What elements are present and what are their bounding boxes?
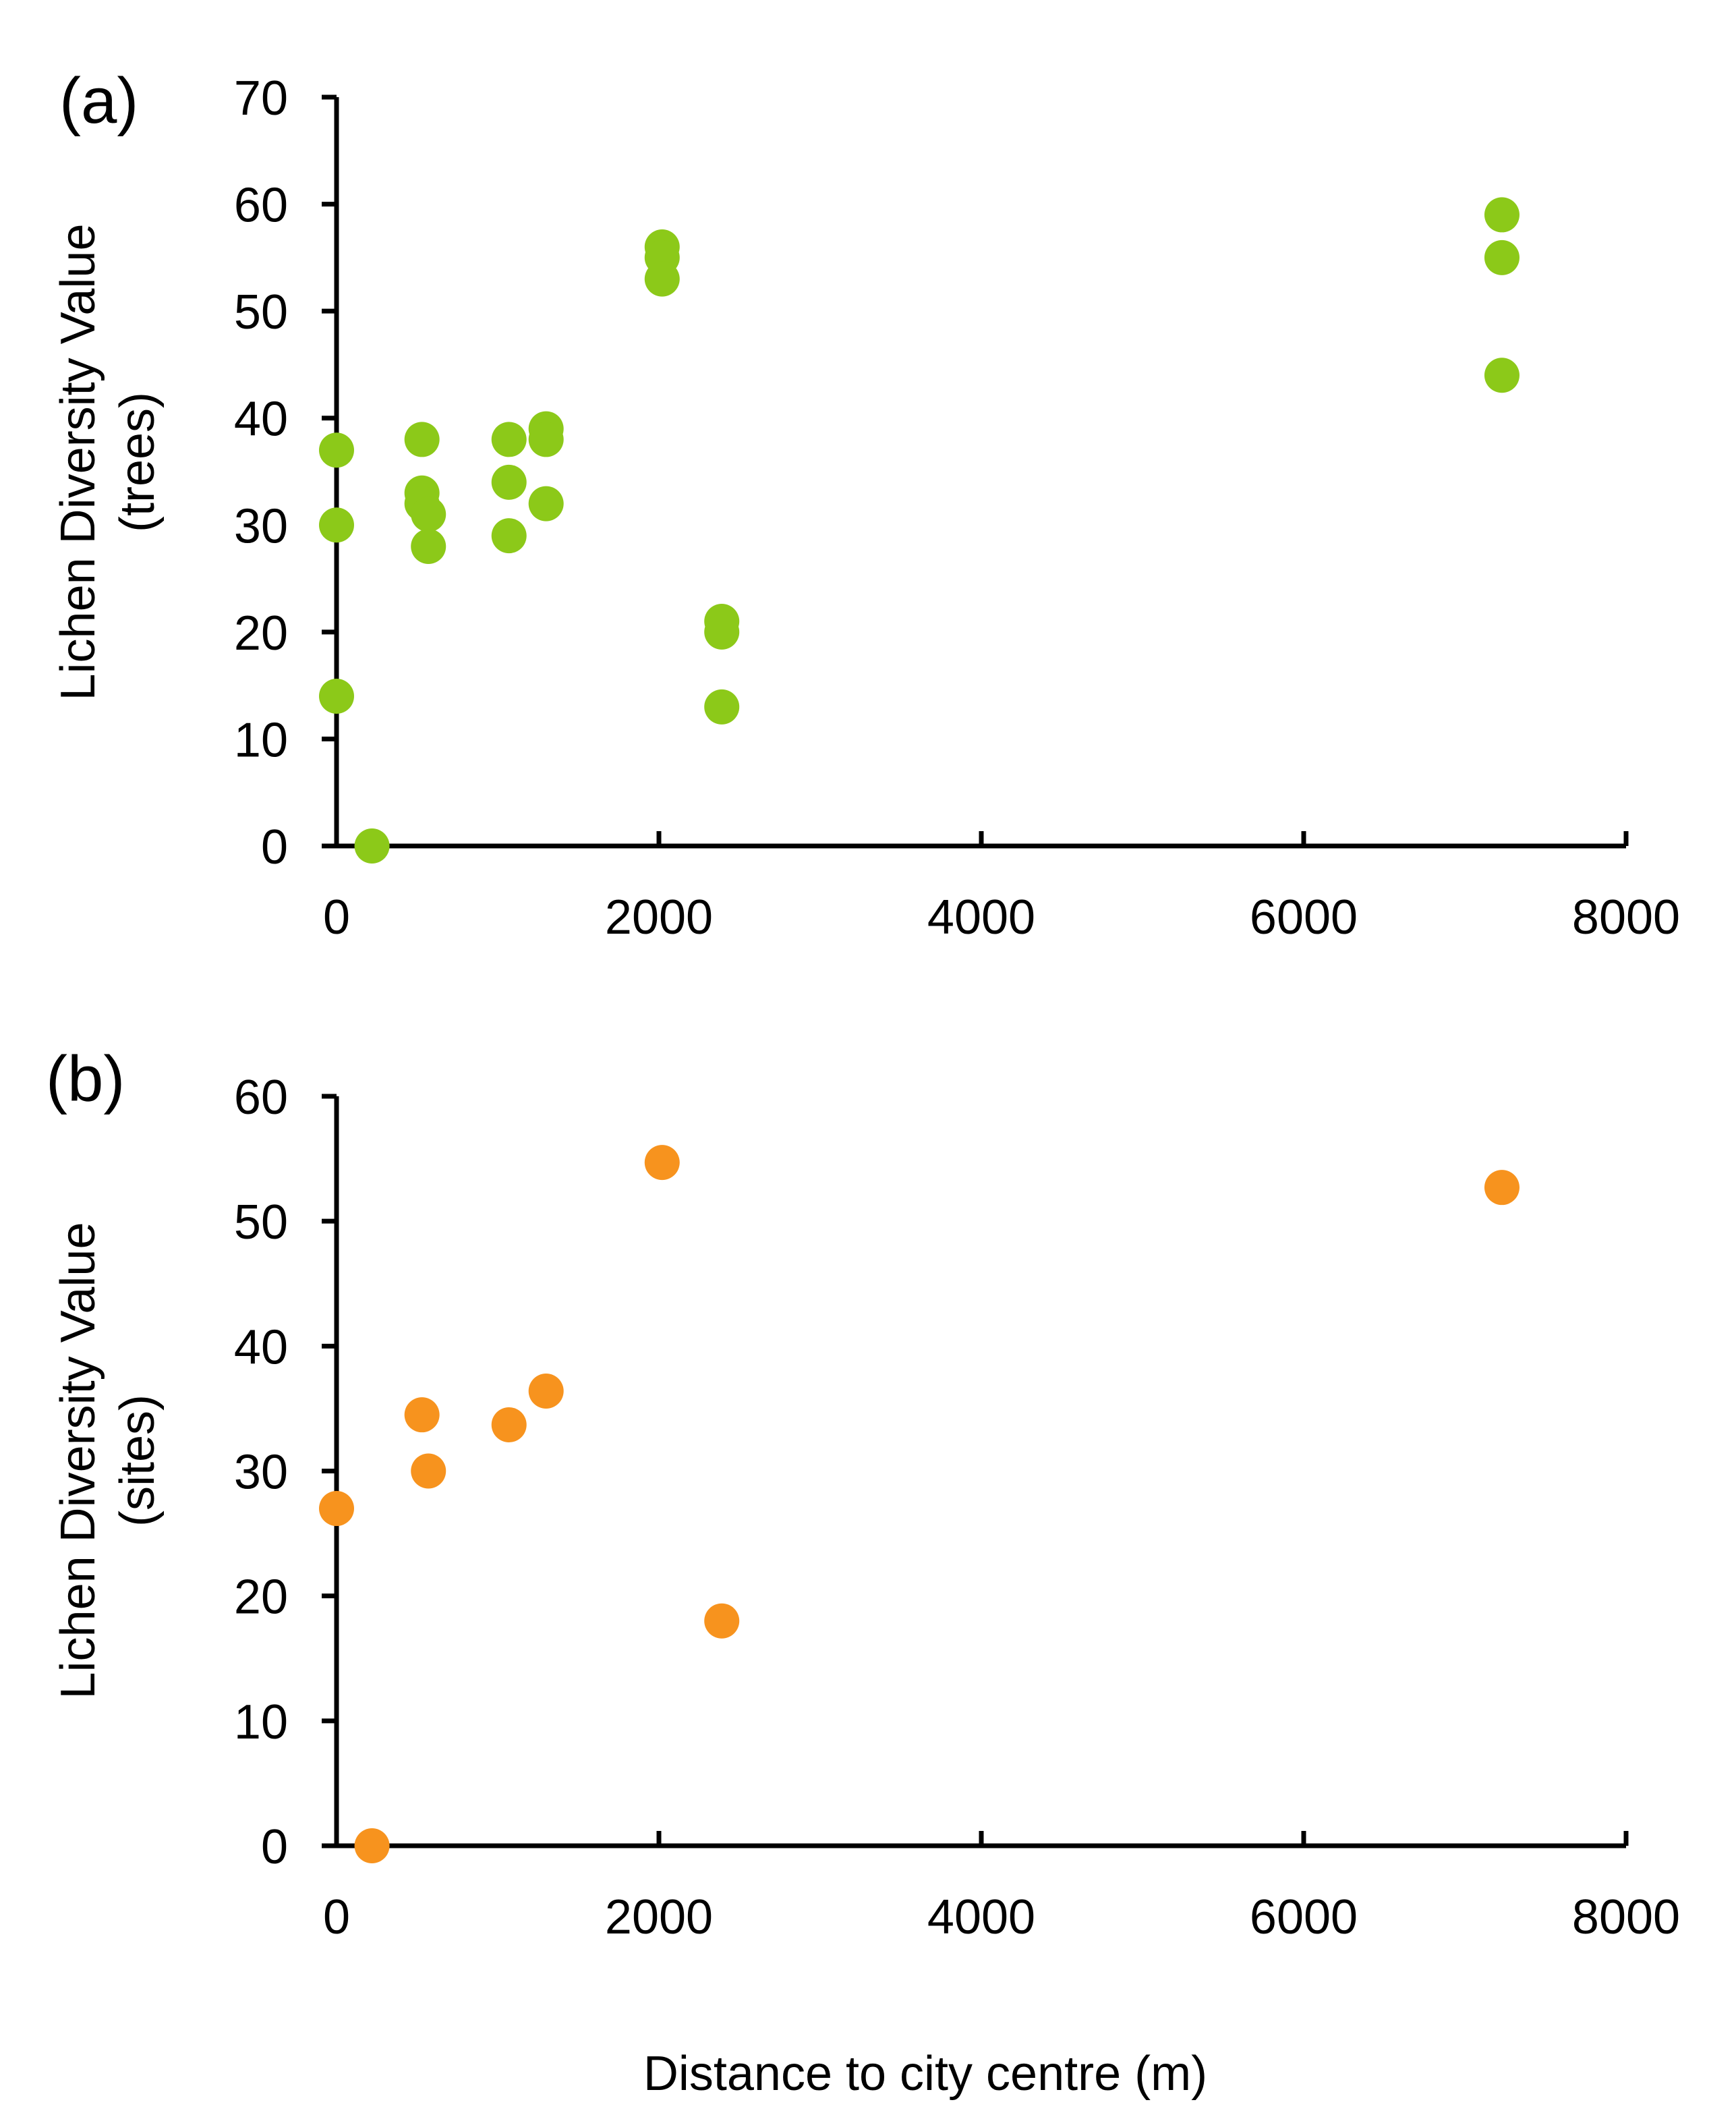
data-point [1484,239,1520,275]
y-tick-label: 30 [234,1446,288,1500]
x-tick-label: 6000 [1250,891,1358,944]
data-point [1484,358,1520,393]
y-tick-label: 60 [234,179,288,233]
data-point [528,486,564,521]
data-point [354,1828,390,1863]
panel-a-trees: 0 10 20 30 40 50 60 70 0 2000 4000 6000 8000 (a) Liche… [51,65,1680,944]
y-axis-title-line1: Lichen Diversity Value [51,1222,105,1699]
y-tick-label: 0 [261,820,288,874]
data-point [491,422,527,457]
data-point [319,679,354,714]
panel-label-a: (a) [59,65,138,137]
data-point [528,1373,564,1409]
data-point [491,518,527,554]
data-point [319,1491,354,1527]
y-tick-label: 40 [234,393,288,447]
data-point [411,529,446,564]
y-tick-label: 50 [234,1195,288,1249]
data-point [491,1407,527,1442]
y-tick-label: 30 [234,499,288,553]
x-tick-label: 0 [323,891,350,944]
data-point [404,1397,440,1433]
data-point [491,464,527,500]
data-point [644,261,680,297]
data-point [528,422,564,457]
data-point [1484,1170,1520,1206]
y-tick-label: 10 [234,713,288,767]
y-tick-label: 20 [234,606,288,660]
panel-label-b: (b) [46,1043,125,1115]
x-tick-label: 2000 [605,891,713,944]
data-point [411,1453,446,1489]
x-tick-label: 6000 [1250,1890,1358,1944]
y-axis-title-line2: (sites) [111,1394,165,1527]
data-point [319,432,354,468]
data-point [704,1603,740,1639]
data-point [704,614,740,650]
data-point [644,1145,680,1181]
panel-b-sites: 0 10 20 30 40 50 60 0 2000 4000 6000 8000 (b) Lichen … [46,1043,1680,1944]
y-axis-title-b: Lichen Diversity Value (sites) [51,1222,165,1699]
data-point [1484,197,1520,233]
x-tick-label: 8000 [1572,1890,1680,1944]
y-axis-title-line1: Lichen Diversity Value [51,224,105,701]
y-axis-title-line2: (trees) [111,392,165,532]
x-tick-label: 0 [323,1890,350,1944]
x-axis-title: Distance to city centre (m) [643,2047,1207,2101]
y-tick-label: 10 [234,1695,288,1749]
x-tick-label: 4000 [927,891,1035,944]
y-tick-label: 20 [234,1571,288,1624]
data-point [411,497,446,532]
y-tick-label: 50 [234,285,288,339]
data-point [704,689,740,725]
data-point [404,422,440,457]
x-tick-label: 8000 [1572,891,1680,944]
x-tick-label: 2000 [605,1890,713,1944]
data-point [354,828,390,864]
y-tick-label: 0 [261,1820,288,1874]
y-tick-label: 70 [234,72,288,125]
x-tick-label: 4000 [927,1890,1035,1944]
data-point [319,507,354,543]
y-tick-label: 60 [234,1071,288,1125]
y-tick-label: 40 [234,1320,288,1374]
y-axis-title-a: Lichen Diversity Value (trees) [51,224,165,701]
